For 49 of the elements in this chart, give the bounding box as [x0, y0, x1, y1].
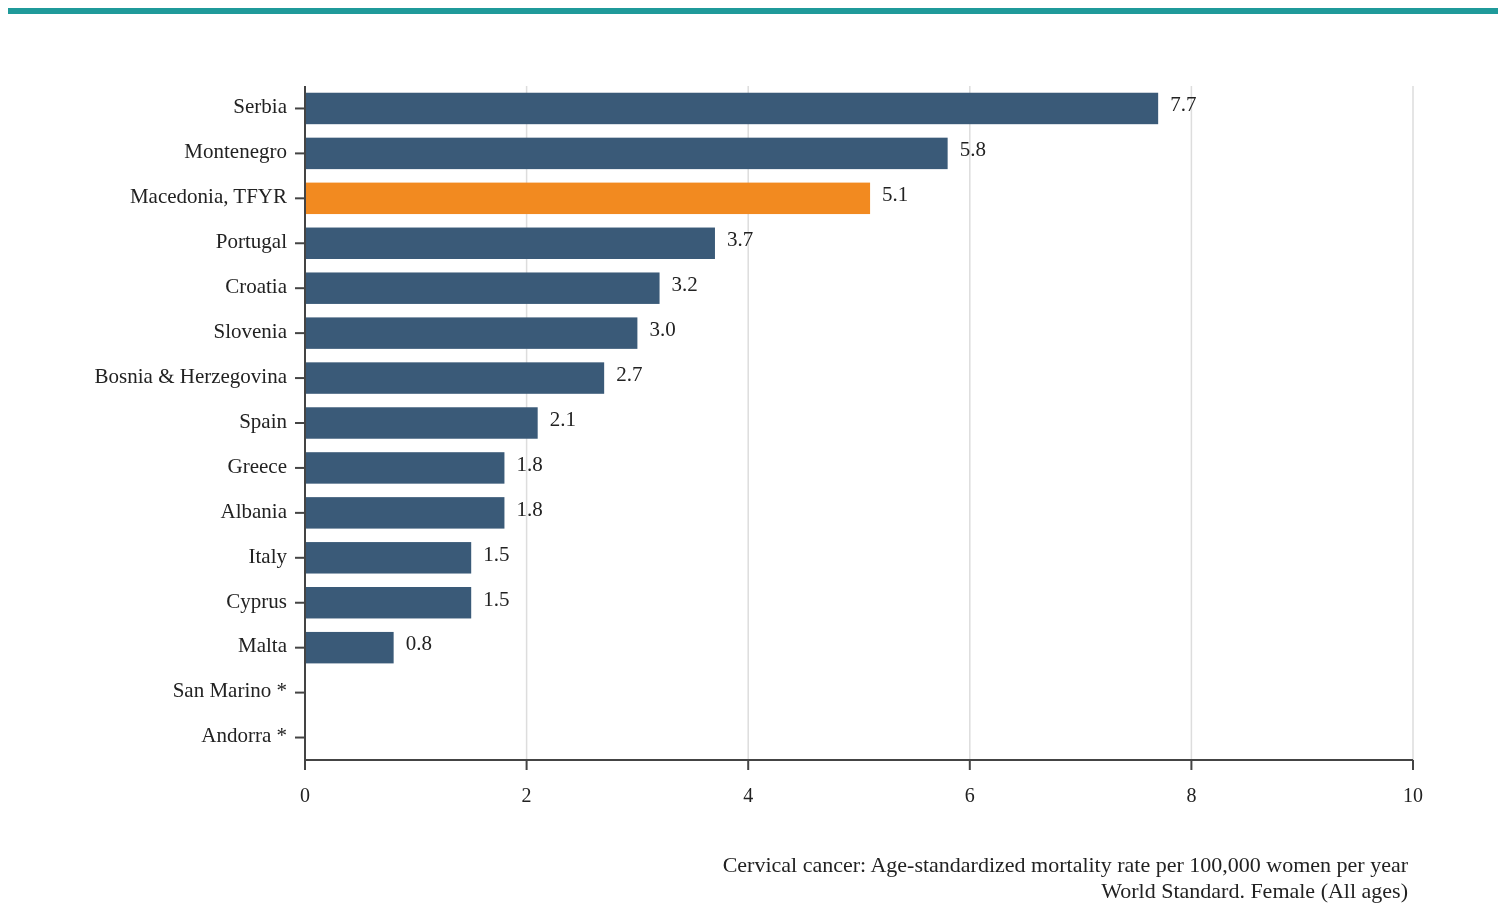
bar	[305, 407, 538, 439]
data-label: 7.7	[1170, 92, 1197, 117]
bar	[305, 272, 660, 304]
y-tick-label: San Marino *	[172, 678, 287, 703]
x-tick-label: 8	[1186, 784, 1197, 806]
x-tick-label: 0	[300, 784, 310, 806]
bar	[305, 137, 948, 170]
y-tick-label: Slovenia	[213, 318, 288, 343]
x-tick-label: 2	[521, 784, 532, 806]
bar	[305, 497, 505, 529]
y-tick-label: Croatia	[225, 274, 288, 299]
data-label: 3.2	[671, 272, 698, 297]
bar	[305, 587, 472, 619]
y-tick-label: Serbia	[233, 94, 288, 119]
x-axis-title: Cervical cancer: Age-standardized mortality rate per 100,000 women per year	[722, 852, 1409, 877]
data-label: 3.7	[726, 227, 754, 252]
bar	[305, 182, 871, 215]
y-tick-label: Andorra *	[201, 723, 287, 748]
y-tick-label: Malta	[238, 633, 288, 658]
bar	[305, 227, 715, 259]
data-label: 1.5	[483, 541, 510, 566]
data-label: 5.8	[959, 137, 986, 162]
y-tick-label: Cyprus	[226, 588, 287, 613]
data-label: 3.0	[649, 316, 676, 341]
y-tick-label: Italy	[248, 543, 288, 568]
y-tick-label: Albania	[220, 498, 288, 523]
y-tick-label: Greece	[227, 453, 287, 478]
data-label: 5.1	[882, 182, 909, 207]
data-label: 1.8	[516, 496, 543, 521]
x-tick-label: 6	[964, 784, 975, 806]
text: World Standard. Female (All ages)	[1101, 878, 1408, 903]
x-tick-label: 10	[1403, 784, 1423, 806]
data-label: 0.8	[405, 631, 432, 656]
y-tick-label: Bosnia & Herzegovina	[94, 363, 288, 388]
bar	[305, 452, 505, 484]
data-label: 2.7	[616, 361, 643, 386]
data-label: 1.8	[516, 451, 543, 476]
y-tick-label: Spain	[239, 408, 288, 433]
bar	[305, 631, 394, 664]
bar	[305, 542, 472, 574]
y-tick-label: Montenegro	[184, 139, 287, 164]
bar	[305, 362, 605, 394]
y-tick-label: Portugal	[215, 229, 288, 254]
y-tick-label: Macedonia, TFYR	[129, 184, 287, 209]
data-label: 1.5	[483, 586, 510, 611]
bar	[305, 92, 1159, 125]
x-tick-label: 4	[743, 784, 754, 806]
bar	[305, 317, 638, 349]
data-label: 2.1	[549, 406, 576, 431]
